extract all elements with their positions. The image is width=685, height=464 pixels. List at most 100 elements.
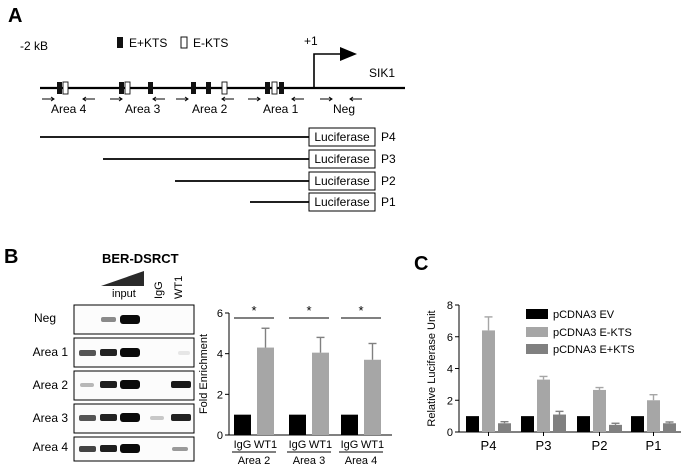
primer-forward-area1	[248, 96, 261, 102]
bar-label: IgG	[341, 439, 359, 451]
y-tick-label: 6	[217, 308, 223, 320]
bar	[466, 416, 479, 432]
primer-reverse-area2	[221, 96, 234, 102]
input-gradient-wedge	[101, 271, 144, 286]
bar	[647, 400, 660, 432]
site-ekts-plus	[206, 82, 211, 94]
bar	[521, 416, 534, 432]
blot-row-label: Area 2	[33, 378, 69, 392]
group-label: Area 4	[345, 455, 377, 464]
scale-label: -2 kB	[20, 39, 48, 53]
gel-band	[100, 349, 117, 356]
bar	[537, 379, 550, 432]
site-ekts-minus	[221, 81, 228, 95]
luciferase-label: Luciferase	[314, 130, 370, 144]
category-label: P1	[646, 438, 662, 453]
bar	[482, 330, 495, 432]
y-tick-label: 8	[447, 300, 453, 312]
bar-label: WT1	[254, 439, 277, 451]
gel-band	[120, 413, 140, 422]
y-tick-label: 6	[447, 332, 453, 344]
significance-star: *	[358, 303, 363, 318]
y-tick-label: 4	[217, 349, 223, 361]
significance-star: *	[306, 303, 311, 318]
luciferase-chart: 0 2 4 6 8 Relative Luciferase Unit P4 P3 P2 P1 pCD…	[426, 300, 681, 453]
construct-p2: Luciferase P2	[175, 171, 396, 191]
category-label: P3	[536, 438, 552, 453]
area-label: Neg	[333, 102, 355, 116]
construct-p4: Luciferase P4	[40, 127, 396, 147]
gel-band	[101, 317, 116, 322]
legend-label: pCDNA3 E+KTS	[553, 344, 635, 356]
bar	[364, 359, 381, 435]
gel-band	[120, 348, 140, 357]
luciferase-label: Luciferase	[314, 195, 370, 209]
y-axis-label: Fold Enrichment	[198, 334, 210, 414]
significance-star: *	[251, 303, 256, 318]
site-ekts-plus	[57, 82, 62, 94]
primer-reverse-area3	[152, 96, 165, 102]
gel-images	[73, 304, 195, 462]
bar	[577, 416, 590, 432]
bar-label: IgG	[289, 439, 307, 451]
y-axis-label: Relative Luciferase Unit	[426, 310, 438, 426]
gel-band	[100, 414, 117, 421]
bar	[341, 414, 358, 435]
luciferase-box	[308, 149, 376, 169]
site-ekts-minus	[62, 81, 69, 95]
site-ekts-minus	[271, 81, 278, 95]
bar	[312, 352, 329, 435]
primer-forward-neg	[320, 96, 333, 102]
category-label: P2	[592, 438, 608, 453]
luciferase-label: Luciferase	[314, 174, 370, 188]
gel-band	[100, 381, 117, 388]
binding-sites	[57, 81, 284, 95]
legend-swatch	[526, 344, 548, 354]
gel-band	[79, 446, 96, 452]
site-legend: E+KTS E-KTS	[117, 36, 228, 50]
y-tick-label: 0	[217, 430, 223, 442]
bar-label: WT1	[361, 439, 384, 451]
construct-name: P4	[381, 130, 396, 144]
luciferase-label: Luciferase	[314, 152, 370, 166]
gel-band	[80, 383, 94, 387]
area-label: Area 3	[125, 102, 161, 116]
primer-reverse-neg	[349, 96, 362, 102]
construct-p3: Luciferase P3	[103, 149, 396, 169]
bar	[593, 389, 606, 432]
y-tick-label: 4	[447, 364, 453, 376]
legend-label: pCDNA3 E-KTS	[553, 327, 632, 339]
construct-name: P1	[381, 195, 396, 209]
legend-swatch-ekts-minus	[180, 36, 188, 49]
bar	[289, 414, 306, 435]
group-label: Area 2	[238, 455, 270, 464]
primer-arrows	[42, 96, 362, 102]
panel-c-label: C	[414, 253, 428, 275]
gel-band	[171, 414, 191, 421]
bar	[631, 416, 644, 432]
construct-name: P3	[381, 152, 396, 166]
lane-label-wt1: WT1	[173, 276, 185, 299]
luciferase-box	[308, 127, 376, 147]
legend-swatch-ekts-plus	[117, 37, 123, 48]
primer-reverse-area4	[82, 96, 95, 102]
area-label: Area 4	[51, 102, 87, 116]
site-ekts-plus	[119, 82, 124, 94]
group-label: Area 3	[293, 455, 325, 464]
legend-label: pCDNA3 EV	[553, 309, 615, 321]
gel-band	[178, 351, 190, 355]
cell-line-label: BER-DSRCT	[102, 251, 179, 266]
gel-band	[172, 447, 188, 451]
gel-band	[171, 381, 191, 388]
tss-arrowhead	[340, 47, 357, 61]
legend-swatch	[526, 327, 548, 337]
construct-p1: Luciferase P1	[250, 192, 396, 212]
legend-swatch	[526, 309, 548, 319]
bar	[498, 423, 511, 432]
area-label: Area 1	[263, 102, 299, 116]
blot-row-label: Area 4	[33, 440, 69, 454]
gel-band	[120, 444, 140, 453]
lane-label-igg: IgG	[153, 281, 165, 299]
primer-reverse-area1	[291, 96, 304, 102]
